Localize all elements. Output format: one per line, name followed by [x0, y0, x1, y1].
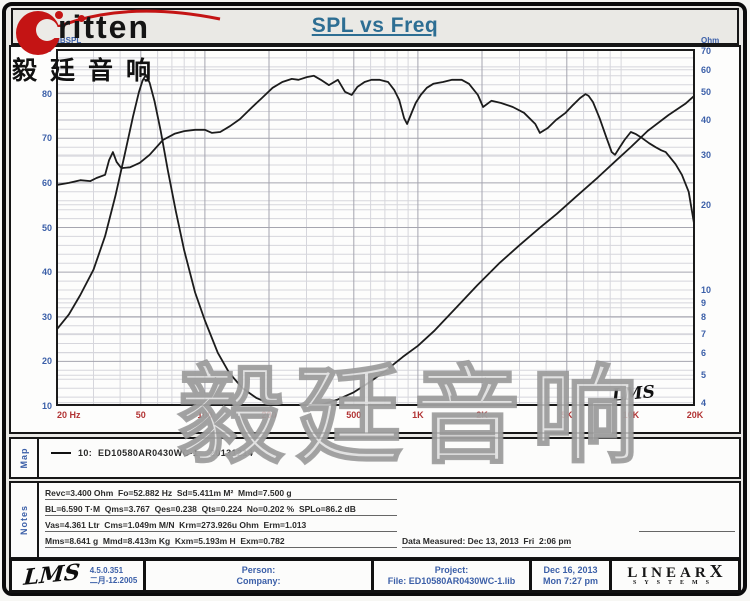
spl-impedance-plot	[56, 49, 695, 406]
app-version-block: 4.5.0.351 二月-12.2005	[90, 566, 138, 586]
linearx-systems-text: SYSTEMS	[632, 580, 717, 586]
left-axis-unit-label: dBSPL	[55, 36, 82, 45]
project-label: Project:	[434, 564, 469, 575]
person-label: Person:	[241, 564, 276, 575]
map-legend: 10: ED10580AR0430WC-1 20131214	[39, 439, 739, 477]
report-time: Mon 7:27 pm	[542, 575, 598, 586]
map-label: Map	[19, 447, 29, 469]
grid-major-lines	[56, 49, 695, 406]
brand-cjk-name: 毅廷音响	[12, 56, 165, 85]
linearx-text: LINEAR	[627, 565, 710, 581]
footer-bar: LMS 4.5.0.351 二月-12.2005 Person: Company…	[9, 558, 741, 593]
map-side-label-column: Map	[11, 439, 39, 477]
chart-panel	[9, 45, 741, 434]
brand-logo: ritten 毅廷音响	[12, 2, 227, 86]
app-version: 4.5.0.351	[89, 565, 124, 575]
linearx-logo: LINEARX SYSTEMS	[612, 561, 738, 590]
plot-border	[56, 49, 695, 406]
linearx-x: X	[709, 561, 723, 581]
file-label: File: ED10580AR0430WC-1.lib	[387, 575, 516, 586]
notes-line: Vas=4.361 Ltr Cms=1.049m M/N Krm=273.926…	[45, 520, 735, 532]
report-date: Dec 16, 2013	[543, 564, 598, 575]
brand-i-dot	[78, 15, 85, 22]
app-version-date: 二月-12.2005	[89, 575, 138, 585]
ts-params-line-3: Vas=4.361 Ltr Cms=1.049m M/N Krm=273.926…	[45, 520, 397, 532]
notes-content: Revc=3.400 Ohm Fo=52.882 Hz Sd=5.411m M²…	[39, 483, 739, 557]
brand-e-swoosh-icon	[16, 9, 221, 55]
map-section: Map 10: ED10580AR0430WC-1 20131214	[9, 437, 741, 479]
notes-line: Revc=3.400 Ohm Fo=52.882 Hz Sd=5.411m M²…	[45, 488, 735, 500]
right-axis-unit-label: Ohm	[701, 36, 720, 45]
notes-label: Notes	[19, 504, 29, 536]
footer-date-cell: Dec 16, 2013 Mon 7:27 pm	[532, 561, 612, 590]
brand-name: ritten	[58, 9, 150, 45]
lms-plot-logo: LMS	[611, 382, 656, 406]
impedance-curve	[56, 74, 695, 406]
data-measured-field: Data Measured: Dec 13, 2013 Fri 2:06 pm	[402, 536, 572, 548]
footer-project-cell: Project: File: ED10580AR0430WC-1.lib	[374, 561, 532, 590]
notes-side-label-column: Notes	[11, 483, 39, 557]
notes-line: BL=6.590 T·M Qms=3.767 Qes=0.238 Qts=0.2…	[45, 504, 735, 516]
spl-curve	[56, 74, 695, 228]
linearx-wordmark: LINEARX	[627, 561, 723, 581]
footer-lms-cell: LMS 4.5.0.351 二月-12.2005	[12, 559, 146, 591]
title-bar: SPL vs Freq	[11, 8, 739, 45]
page-title: SPL vs Freq	[311, 14, 439, 37]
legend-entry: 10: ED10580AR0430WC-1 20131214	[78, 448, 254, 458]
ts-params-line-1: Revc=3.400 Ohm Fo=52.882 Hz Sd=5.411m M²…	[45, 488, 397, 500]
footer-person-cell: Person: Company:	[146, 561, 374, 590]
ts-params-line-4: Mms=8.641 g Mmd=8.413m Kg Kxm=5.193m H E…	[45, 536, 397, 548]
ts-params-line-2: BL=6.590 T·M Qms=3.767 Qes=0.238 Qts=0.2…	[45, 504, 397, 516]
notes-section: Notes Revc=3.400 Ohm Fo=52.882 Hz Sd=5.4…	[9, 481, 741, 559]
blank-underline-field	[639, 520, 735, 532]
notes-line: Mms=8.641 g Mmd=8.413m Kg Kxm=5.193m H E…	[45, 536, 735, 548]
lms-app-logo: LMS	[22, 559, 82, 591]
company-label: Company:	[236, 575, 281, 586]
legend-line-swatch	[51, 452, 71, 454]
